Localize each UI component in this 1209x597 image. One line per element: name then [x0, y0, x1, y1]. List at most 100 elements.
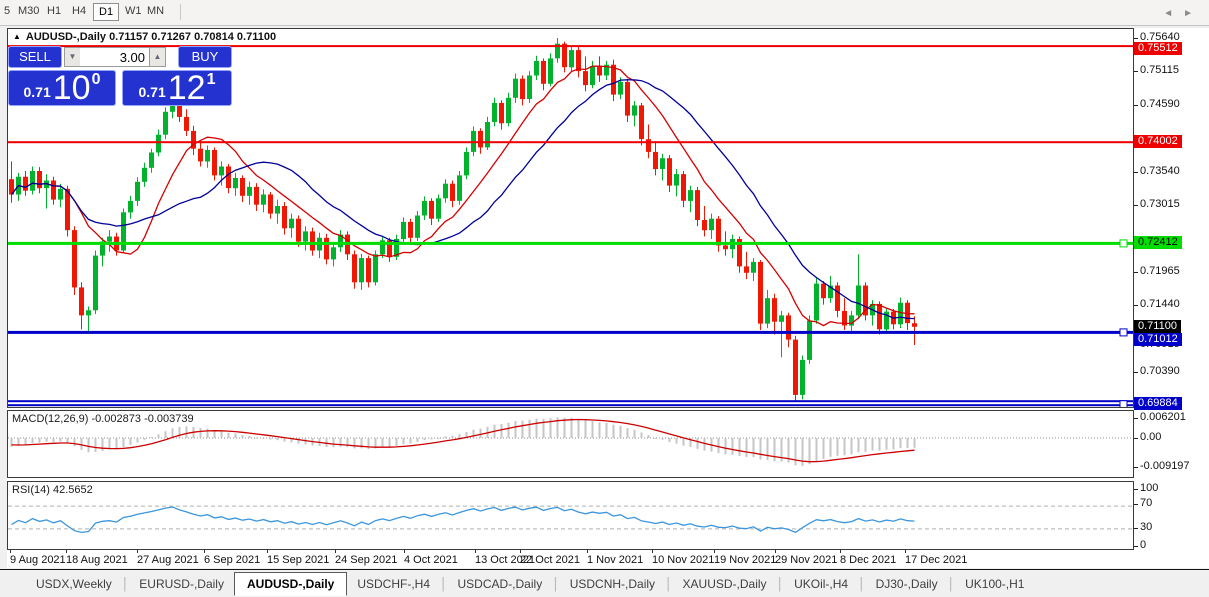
date-axis-label: 17 Dec 2021 — [905, 554, 968, 566]
price-axis-label: 0.75115 — [1140, 64, 1179, 76]
date-axis-tick — [840, 550, 841, 553]
tab-separator: │ — [665, 576, 673, 591]
date-axis-label: 18 Aug 2021 — [66, 554, 128, 566]
chart-tab-eurusd[interactable]: EURUSD-,Daily — [139, 576, 224, 591]
chart-tab-xauusd[interactable]: XAUUSD-,Daily — [682, 576, 767, 591]
timeframe-button-w1[interactable]: W1 — [125, 5, 142, 17]
chart-tab-usdcnh[interactable]: USDCNH-,Daily — [569, 576, 656, 591]
date-axis[interactable] — [7, 550, 1209, 568]
price-level-chip: 0.75512 — [1134, 42, 1182, 55]
chart-tab-usdx[interactable]: USDX,Weekly — [36, 576, 112, 591]
date-axis-tick — [137, 550, 138, 553]
date-axis-label: 22 Oct 2021 — [520, 554, 580, 566]
tab-scroll-right-icon[interactable]: ► — [1183, 8, 1203, 19]
chart-tab-dj30[interactable]: DJ30-,Daily — [875, 576, 938, 591]
sell-price-box[interactable]: 0.71 10 0 — [8, 70, 116, 106]
chart-tab-uk100[interactable]: UK100-,H1 — [965, 576, 1025, 591]
buy-price-pips: 12 — [167, 69, 206, 107]
date-axis-tick — [66, 550, 67, 553]
tab-separator: │ — [947, 576, 956, 591]
rsi-line — [11, 506, 915, 534]
macd-axis-tick — [1134, 467, 1138, 468]
date-axis-label: 15 Sep 2021 — [267, 554, 330, 566]
date-axis-tick — [10, 550, 11, 553]
macd-canvas — [8, 417, 1133, 466]
rsi-axis-tick — [1134, 504, 1138, 505]
chart-tab-usdcad[interactable]: USDCAD-,Daily — [457, 576, 543, 591]
macd-signal-line — [11, 418, 915, 463]
horizontal-level-line[interactable] — [8, 400, 1133, 403]
hline-drag-handle[interactable] — [1119, 239, 1128, 248]
volume-increase-icon[interactable]: ▲ — [149, 47, 166, 67]
hline-drag-handle[interactable] — [1119, 400, 1128, 407]
price-level-chip: 0.69884 — [1134, 397, 1182, 410]
price-axis-tick — [1134, 305, 1138, 306]
date-axis-label: 24 Sep 2021 — [335, 554, 398, 566]
volume-input[interactable] — [80, 47, 149, 67]
macd-indicator-panel[interactable] — [7, 410, 1134, 478]
rsi-axis-label: 100 — [1140, 482, 1159, 494]
price-level-chip: 0.71012 — [1134, 333, 1182, 346]
tab-separator: │ — [776, 576, 785, 591]
buy-price-prefix: 0.71 — [138, 84, 166, 100]
price-axis-tick — [1134, 272, 1138, 273]
volume-decrease-icon[interactable]: ▼ — [64, 47, 81, 67]
price-axis-tick — [1134, 172, 1138, 173]
tab-scroll-left-icon[interactable]: ◄ — [1163, 8, 1184, 19]
candles — [9, 38, 917, 402]
price-axis-label: 0.73015 — [1140, 198, 1180, 210]
timeframe-button-5[interactable]: 5 — [4, 5, 11, 17]
timeframe-button-mn[interactable]: MN — [147, 5, 165, 17]
buy-price-box[interactable]: 0.71 12 1 — [122, 70, 232, 106]
horizontal-level-line[interactable] — [8, 141, 1133, 144]
rsi-label: RSI(14) 42.5652 — [12, 484, 93, 496]
price-level-chip: 0.74002 — [1134, 135, 1182, 148]
horizontal-level-line[interactable] — [8, 45, 1133, 48]
chart-ohlc-values: 0.71157 0.71267 0.70814 0.71100 — [109, 31, 277, 43]
rsi-canvas — [8, 505, 1133, 534]
ma-slow-line — [10, 79, 915, 320]
rsi-axis-tick — [1134, 528, 1138, 529]
price-chart-canvas[interactable] — [8, 29, 1133, 407]
sell-button[interactable]: SELL — [8, 46, 62, 68]
horizontal-level-line[interactable] — [8, 241, 1133, 245]
sell-price-point: 0 — [91, 71, 101, 88]
sell-price-pips: 10 — [52, 69, 91, 107]
date-axis-label: 4 Oct 2021 — [404, 554, 458, 566]
tab-scroll-arrows: ◄► — [1163, 8, 1203, 19]
chart-tab-usdchf[interactable]: USDCHF-,H4 — [357, 576, 431, 591]
date-axis-label: 19 Nov 2021 — [714, 554, 777, 566]
price-axis-label: 0.74590 — [1140, 98, 1180, 110]
price-axis-label: 0.73540 — [1140, 165, 1180, 177]
chart-tab-ukoil[interactable]: UKOil-,H4 — [794, 576, 849, 591]
date-axis-tick — [335, 550, 336, 553]
date-axis-label: 1 Nov 2021 — [587, 554, 644, 566]
horizontal-level-line[interactable] — [8, 404, 1133, 407]
hline-drag-handle[interactable] — [1119, 328, 1128, 337]
rsi-axis-tick — [1134, 489, 1138, 490]
chart-title-marker-icon: ▲ — [13, 32, 21, 41]
timeframe-button-h4[interactable]: H4 — [72, 5, 87, 17]
tab-separator: │ — [552, 576, 560, 591]
macd-axis-label: 0.006201 — [1140, 411, 1186, 423]
price-axis-tick — [1134, 105, 1138, 106]
tab-separator: │ — [440, 576, 448, 591]
one-click-trading-panel: SELL ▼ ▲ BUY 0.71 10 0 0.71 12 1 — [8, 46, 232, 106]
timeframe-button-h1[interactable]: H1 — [47, 5, 62, 17]
chart-title: ▲ AUDUSD-,Daily 0.71157 0.71267 0.70814 0… — [13, 31, 276, 43]
sell-price-prefix: 0.71 — [23, 84, 51, 100]
chart-tab-audusd[interactable]: AUDUSD-,Daily — [233, 571, 348, 596]
price-axis-tick — [1134, 38, 1138, 39]
rsi-axis-label: 30 — [1140, 521, 1153, 533]
price-axis-tick — [1134, 71, 1138, 72]
macd-axis-label: 0.00 — [1140, 431, 1162, 443]
horizontal-level-line[interactable] — [8, 330, 1133, 334]
date-axis-label: 10 Nov 2021 — [652, 554, 715, 566]
timeframe-button-d1[interactable]: D1 — [93, 3, 120, 21]
macd-label: MACD(12,26,9) -0.002873 -0.003739 — [12, 413, 194, 425]
timeframe-button-m30[interactable]: M30 — [18, 5, 40, 17]
tab-separator: │ — [121, 576, 130, 591]
buy-button[interactable]: BUY — [178, 46, 232, 68]
rsi-indicator-panel[interactable] — [7, 481, 1134, 550]
